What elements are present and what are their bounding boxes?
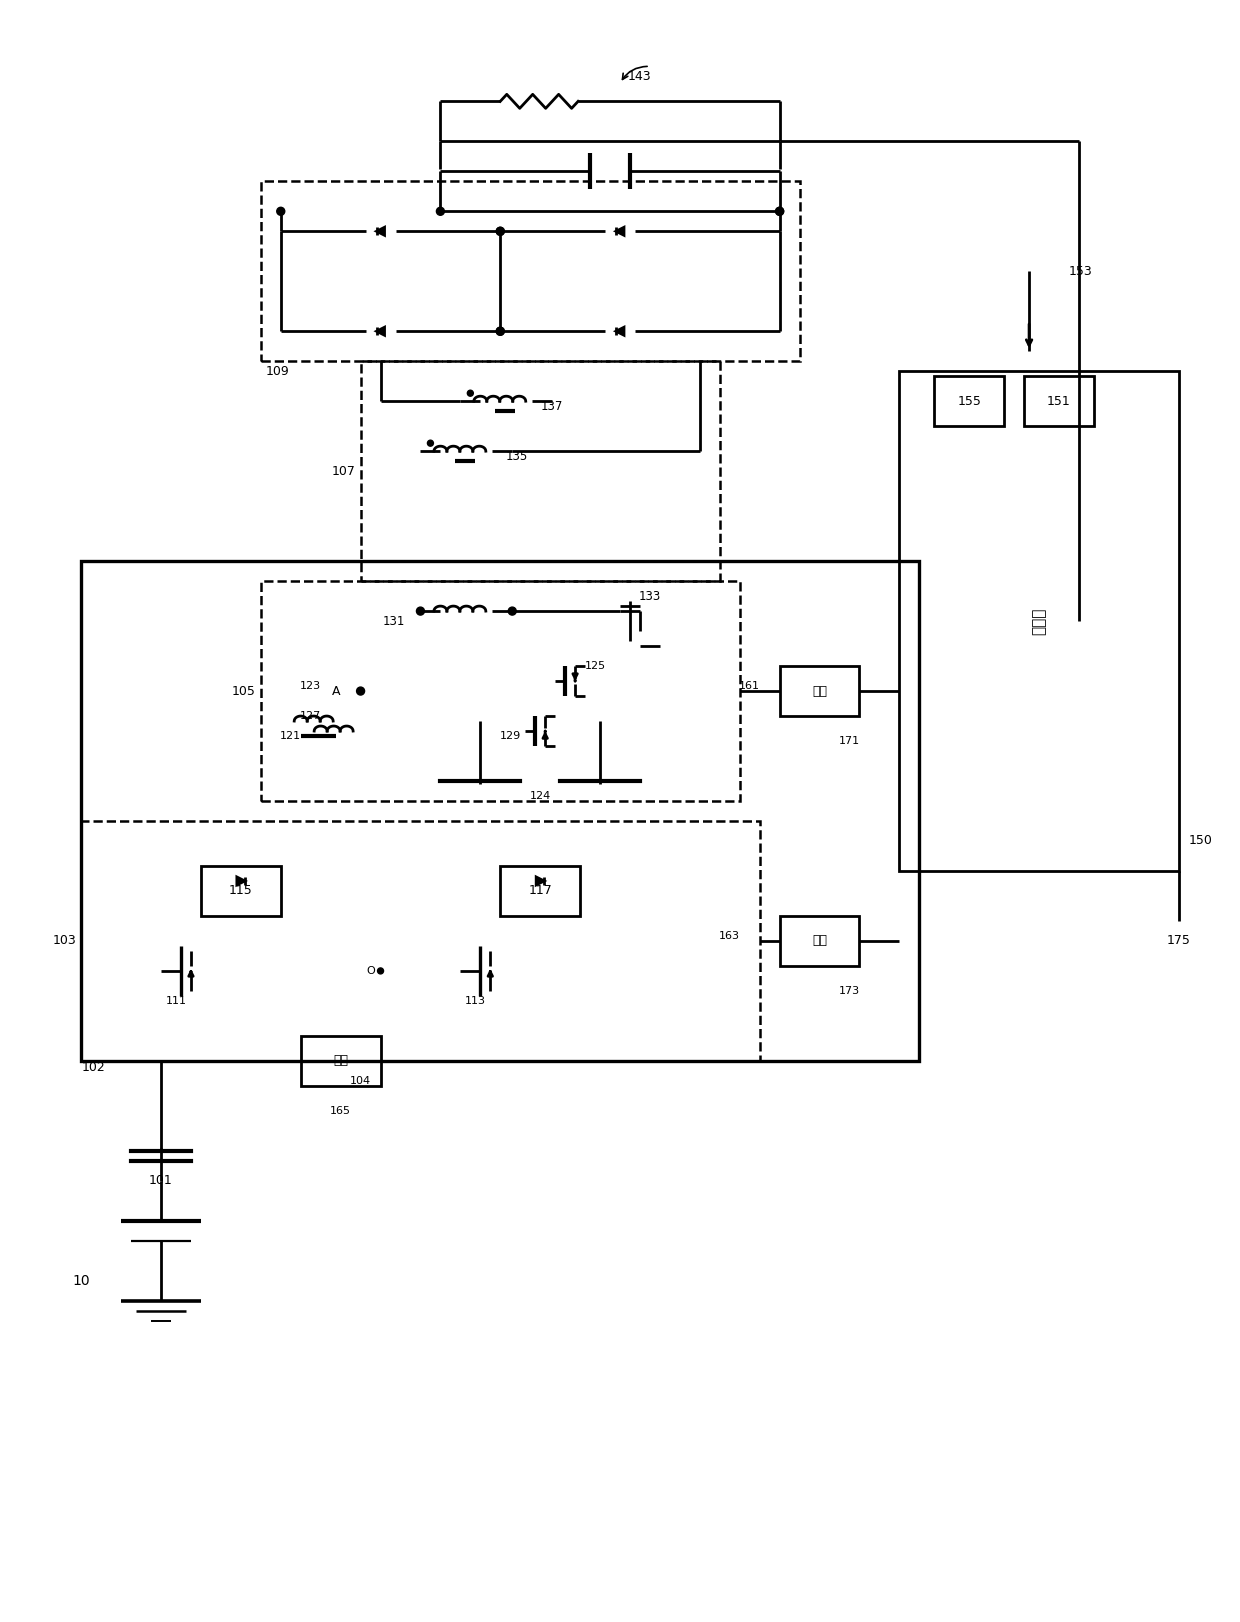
- Text: 161: 161: [739, 681, 760, 691]
- Circle shape: [508, 607, 516, 615]
- Text: 165: 165: [330, 1106, 351, 1116]
- Polygon shape: [237, 878, 244, 886]
- Text: 控制器: 控制器: [1032, 607, 1047, 634]
- Text: 171: 171: [839, 736, 861, 746]
- Text: 127: 127: [300, 710, 321, 722]
- Text: 133: 133: [639, 590, 661, 603]
- Text: 115: 115: [229, 884, 253, 897]
- Text: 153: 153: [1069, 264, 1092, 277]
- Text: A: A: [332, 684, 341, 697]
- Circle shape: [496, 328, 505, 336]
- Circle shape: [776, 208, 784, 216]
- Text: 129: 129: [500, 732, 521, 741]
- Text: 137: 137: [541, 399, 563, 412]
- Text: 117: 117: [528, 884, 552, 897]
- Text: 124: 124: [529, 792, 551, 801]
- Circle shape: [496, 227, 505, 235]
- Circle shape: [277, 208, 285, 216]
- Text: 101: 101: [149, 1174, 172, 1187]
- Text: 109: 109: [265, 365, 290, 378]
- Text: 175: 175: [1167, 934, 1190, 947]
- Text: 123: 123: [300, 681, 321, 691]
- Polygon shape: [616, 328, 624, 336]
- Circle shape: [436, 208, 444, 216]
- Circle shape: [496, 227, 505, 235]
- Text: 111: 111: [165, 996, 186, 1006]
- Text: 驱动: 驱动: [812, 934, 827, 947]
- Text: O: O: [366, 967, 374, 976]
- Circle shape: [467, 391, 474, 396]
- Polygon shape: [536, 878, 544, 886]
- Text: 143: 143: [629, 70, 652, 83]
- Circle shape: [377, 968, 383, 973]
- Text: 驱动: 驱动: [812, 684, 827, 697]
- Polygon shape: [377, 328, 384, 336]
- Text: 121: 121: [280, 732, 301, 741]
- Text: 135: 135: [505, 449, 527, 462]
- Text: 150: 150: [1189, 834, 1213, 847]
- Text: 104: 104: [350, 1075, 371, 1085]
- Circle shape: [417, 607, 424, 615]
- Polygon shape: [616, 227, 624, 235]
- Text: 131: 131: [383, 615, 405, 628]
- Polygon shape: [377, 227, 384, 235]
- Text: 155: 155: [957, 394, 981, 407]
- Text: 107: 107: [332, 464, 356, 477]
- Text: 105: 105: [232, 684, 255, 697]
- Text: 163: 163: [719, 931, 740, 941]
- Text: 113: 113: [465, 996, 486, 1006]
- Text: 173: 173: [839, 986, 861, 996]
- Text: 102: 102: [81, 1061, 105, 1074]
- Text: 125: 125: [584, 662, 605, 672]
- Circle shape: [496, 328, 505, 336]
- Text: 151: 151: [1047, 394, 1071, 407]
- Text: 驱动: 驱动: [334, 1054, 348, 1067]
- Text: 10: 10: [72, 1273, 91, 1288]
- Circle shape: [776, 208, 784, 216]
- Text: 103: 103: [52, 934, 76, 947]
- Circle shape: [428, 440, 434, 446]
- Circle shape: [357, 688, 365, 696]
